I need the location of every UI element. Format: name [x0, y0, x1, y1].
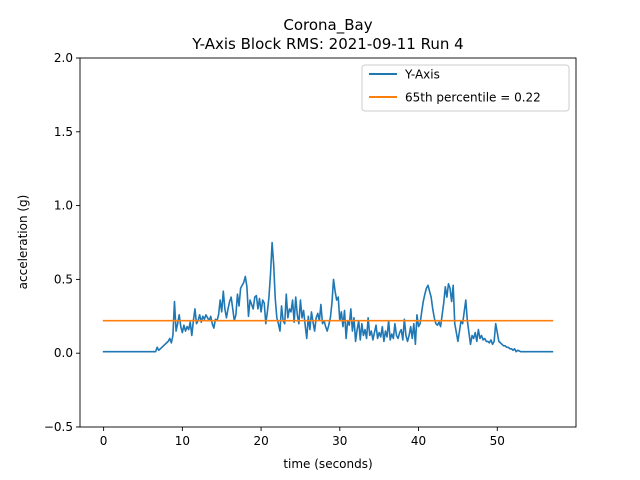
x-tick-label: 10	[175, 434, 190, 448]
axes-frame	[79, 57, 577, 428]
x-tick-label: 40	[411, 434, 426, 448]
x-axis-label: time (seconds)	[283, 457, 372, 471]
chart-subtitle: Y-Axis Block RMS: 2021-09-11 Run 4	[191, 35, 463, 53]
y-tick-label: 0.5	[54, 272, 73, 286]
legend: Y-Axis 65th percentile = 0.22	[361, 64, 570, 112]
legend-label-y-axis: Y-Axis	[404, 68, 440, 82]
y-tick-label: 1.5	[54, 125, 73, 139]
x-tick-label: 30	[332, 434, 347, 448]
x-tick-label: 50	[490, 434, 505, 448]
legend-frame	[361, 64, 570, 112]
plot-area: 0 10 20 30 40 50 −0.5 0.0 0.5 1.0 1.5 2.0	[44, 51, 577, 448]
y-tick-label: 1.0	[54, 199, 73, 213]
y-tick-label: 0.0	[54, 346, 73, 360]
x-tick-label: 0	[100, 434, 108, 448]
chart-title: Corona_Bay	[283, 16, 372, 35]
legend-label-percentile: 65th percentile = 0.22	[405, 91, 541, 105]
y-tick-label: 2.0	[54, 51, 73, 65]
y-axis-label: acceleration (g)	[16, 195, 30, 290]
axes-background	[80, 58, 576, 427]
y-tick-label: −0.5	[44, 420, 73, 434]
x-tick-label: 20	[253, 434, 268, 448]
series-line-y-axis	[102, 241, 554, 353]
